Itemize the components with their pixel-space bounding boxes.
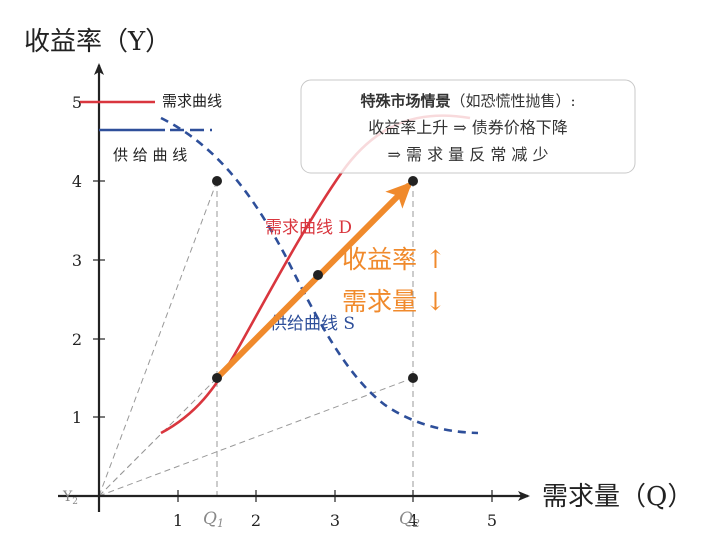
callout-line-1: 收益率上升 ⇒ 债券价格下降 (368, 118, 568, 137)
x-tick-4: 4 (408, 511, 418, 530)
x-tick-1: 1 (173, 511, 183, 530)
supply-curve-label: 供给曲线 S (270, 314, 355, 334)
legend-supply-label: 供 给 曲 线 (113, 146, 187, 164)
x-axis-title: 需求量（Q） (542, 482, 693, 512)
callout-line-2: ⇒ 需 求 量 反 常 减 少 (387, 145, 548, 164)
point-q2-lower (408, 373, 418, 383)
guide-lines (98, 180, 414, 497)
origin-label: Y2 (62, 489, 78, 507)
demand-curve-label: 需求曲线 D (265, 218, 352, 238)
x-tick-2: 2 (251, 511, 261, 530)
x-tick-5: 5 (487, 511, 497, 530)
q2-label: Q2 (399, 509, 420, 530)
demand-down-label: 需求量 ↓ (342, 287, 446, 316)
point-q1-upper (212, 176, 222, 186)
callout-title: 特殊市场情景（如恐慌性抛售）: (360, 92, 575, 110)
point-q2-upper (408, 176, 418, 186)
q1-label: Q1 (203, 509, 224, 530)
point-mid (313, 270, 323, 280)
y-tick-5: 5 (72, 93, 82, 112)
yield-up-label: 收益率 ↑ (342, 245, 446, 274)
y-tick-3: 3 (72, 251, 82, 270)
y-tick-1: 1 (72, 408, 82, 427)
point-q1-lower (212, 373, 222, 383)
shift-arrow (214, 181, 413, 381)
points (212, 176, 418, 383)
y-tick-4: 4 (72, 172, 82, 191)
supply-curve (160, 116, 479, 435)
y-tick-2: 2 (72, 330, 82, 349)
y-axis-title: 收益率（Y） (24, 27, 171, 57)
x-tick-3: 3 (330, 511, 340, 530)
axis-ticks (93, 101, 493, 502)
legend-demand-label: 需求曲线 (162, 92, 222, 110)
callout-box: 特殊市场情景（如恐慌性抛售）: 收益率上升 ⇒ 债券价格下降 ⇒ 需 求 量 反… (300, 79, 636, 174)
